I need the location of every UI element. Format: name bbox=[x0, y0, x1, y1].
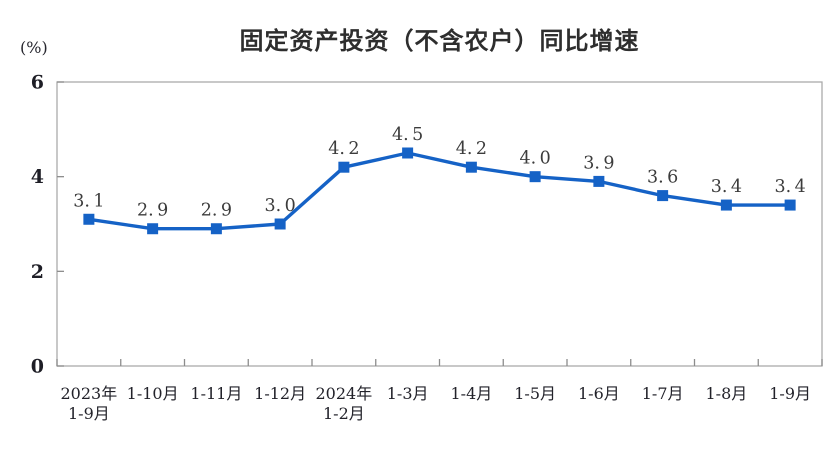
data-point-label: 3. 0 bbox=[264, 196, 295, 216]
data-point-label: 3. 4 bbox=[711, 177, 742, 197]
data-point-label: 2. 9 bbox=[201, 201, 232, 221]
data-point-marker bbox=[274, 218, 286, 230]
data-point-marker bbox=[402, 147, 414, 159]
data-point-marker bbox=[210, 223, 222, 235]
x-tick-label: 1-11月 bbox=[190, 384, 242, 403]
y-tick-label: 0 bbox=[31, 356, 44, 378]
data-point-label: 4. 2 bbox=[456, 139, 487, 159]
plot-frame bbox=[56, 81, 823, 367]
x-tick-label: 1-9月 bbox=[769, 384, 811, 403]
data-line bbox=[87, 151, 792, 231]
data-point-label: 4. 2 bbox=[328, 139, 359, 159]
data-point-label: 3. 1 bbox=[73, 191, 104, 211]
data-point-marker bbox=[83, 213, 95, 225]
x-tick-label: 1-10月 bbox=[127, 384, 179, 403]
y-tick-label: 2 bbox=[31, 261, 44, 283]
data-point-label: 4. 0 bbox=[519, 149, 550, 169]
x-tick-label: 2024年 bbox=[316, 384, 373, 403]
x-tick-label: 2023年 bbox=[61, 384, 118, 403]
y-tick-label: 6 bbox=[31, 72, 44, 94]
chart-title: 固定资产投资（不含农户）同比增速 bbox=[239, 27, 640, 55]
data-point-marker bbox=[529, 171, 541, 183]
x-tick-label: 1-4月 bbox=[450, 384, 492, 403]
data-point-marker bbox=[657, 190, 669, 202]
data-point-label: 2. 9 bbox=[137, 201, 168, 221]
x-tick-label: 1-9月 bbox=[68, 404, 110, 423]
x-tick-label: 1-8月 bbox=[705, 384, 747, 403]
y-tick-label: 4 bbox=[31, 166, 44, 188]
data-point-marker bbox=[784, 199, 796, 211]
data-point-marker bbox=[720, 199, 732, 211]
data-point-label: 3. 9 bbox=[583, 153, 614, 173]
data-point-label: 3. 4 bbox=[774, 177, 805, 197]
data-point-label: 3. 6 bbox=[647, 168, 678, 188]
x-tick-label: 1-7月 bbox=[642, 384, 684, 403]
data-point-marker bbox=[338, 161, 350, 173]
data-point-label: 4. 5 bbox=[392, 125, 423, 145]
x-tick-label: 1-2月 bbox=[323, 404, 365, 423]
x-tick-label: 1-12月 bbox=[254, 384, 306, 403]
y-axis-unit-label: (%) bbox=[20, 38, 48, 57]
x-tick-label: 1-3月 bbox=[387, 384, 429, 403]
data-point-marker bbox=[147, 223, 159, 235]
data-point-marker bbox=[593, 175, 605, 187]
x-tick-label: 1-6月 bbox=[578, 384, 620, 403]
x-tick-label: 1-5月 bbox=[514, 384, 556, 403]
data-point-marker bbox=[465, 161, 477, 173]
